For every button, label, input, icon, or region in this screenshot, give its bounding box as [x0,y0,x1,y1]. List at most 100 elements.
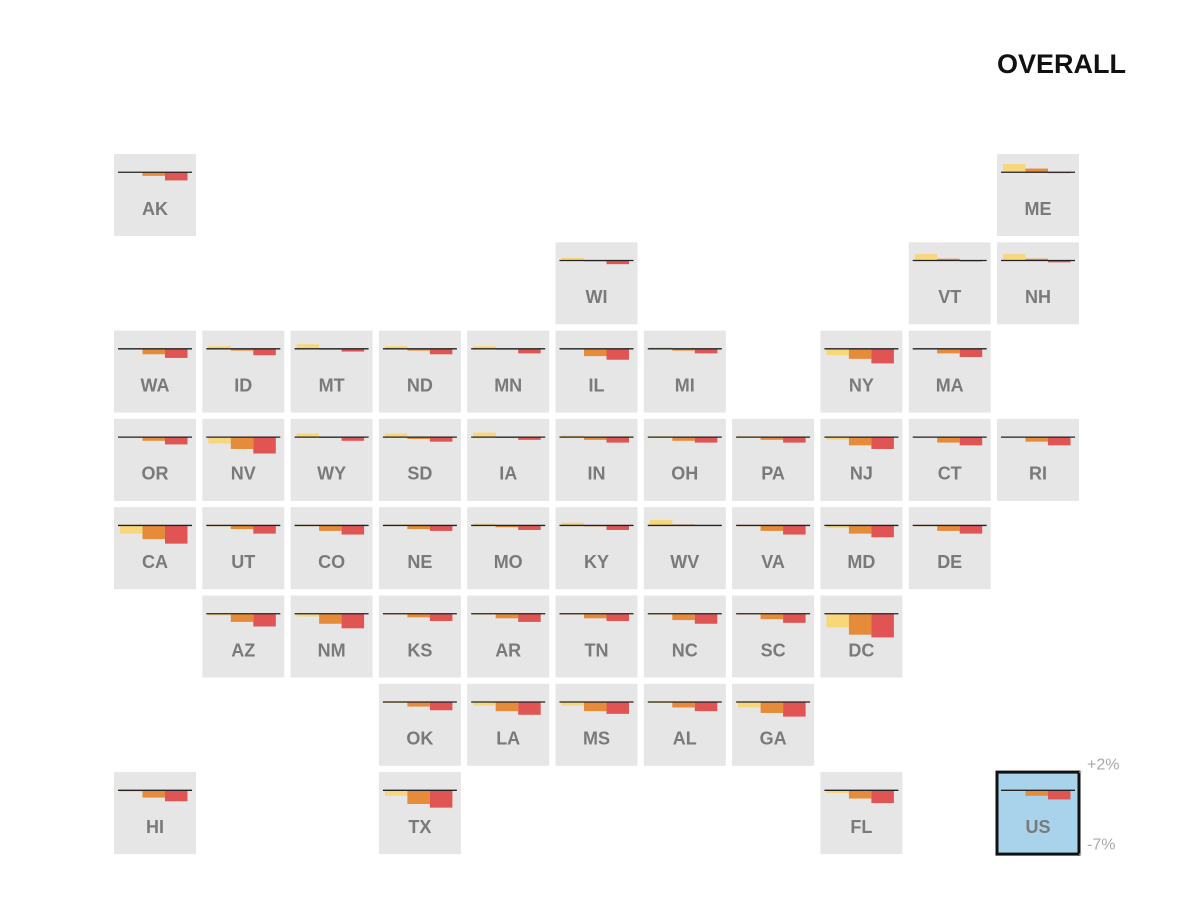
bar [429,348,453,355]
tile [643,330,726,413]
bar [649,519,673,526]
bar [672,437,695,441]
tile-label: IN [588,464,606,484]
bar [1048,260,1071,263]
tile [202,595,285,678]
bar [407,790,430,804]
bar [606,260,629,265]
tile [290,418,373,501]
bar [518,613,541,622]
bar [165,348,188,358]
bar [959,437,983,446]
tile [378,330,461,413]
tile-label: MN [494,375,522,395]
bar [1025,258,1048,261]
tile-label: MI [675,375,695,395]
bar [407,525,430,530]
tile [555,418,638,501]
bar [142,172,165,176]
bar [1003,164,1026,173]
tile [555,507,638,590]
tile [467,683,550,766]
bar [518,437,541,440]
bar [384,790,408,796]
bar [937,258,960,261]
tile [908,330,991,413]
tile [643,507,726,590]
bar [760,702,784,713]
tile [732,418,815,501]
tile [114,418,196,501]
bar [914,254,938,261]
tile-label: ND [407,375,433,395]
bar [760,525,784,531]
bar [142,525,165,540]
tile-label: DC [848,640,874,660]
tile-label: GA [760,729,787,749]
tile [908,418,991,501]
tile-label: OR [142,464,169,484]
tile-label: SD [407,464,432,484]
bar [760,613,784,620]
tile-label: US [1025,817,1050,837]
tile [202,330,285,413]
tile-label: ME [1025,199,1052,219]
tile-label: NJ [850,464,873,484]
bar [253,525,276,534]
bar [871,613,894,638]
bar [208,613,231,616]
bar [561,702,584,706]
tile-label: VA [761,552,785,572]
bar [1003,254,1026,261]
tile-label: HI [146,817,164,837]
tile-label: MT [319,375,345,395]
bar [208,346,231,349]
tile-label: KY [584,552,609,572]
bar [606,613,629,622]
tile [820,330,903,413]
tile [555,683,638,766]
tile [467,507,550,590]
bar [296,613,320,617]
bar [584,437,607,440]
tile-label: SC [761,640,786,660]
bar [341,348,365,352]
tile [378,507,461,590]
tile-label: CA [142,552,168,572]
bar [120,790,143,793]
bar [848,613,872,635]
bar [561,435,584,438]
bar [384,346,408,349]
bar [253,613,276,627]
bar [429,437,453,442]
tile-label: VT [938,287,961,307]
tile-label: RI [1029,464,1047,484]
bar [296,344,320,349]
bar [230,437,254,449]
tile-label: UT [231,552,255,572]
bar [871,437,894,449]
tile [555,595,638,678]
tile-label: CT [938,464,962,484]
bar [165,790,188,802]
bar [606,702,629,714]
tile [732,507,815,590]
tile-label: KS [407,640,432,660]
tile [995,770,1081,856]
bar [319,525,342,531]
bar [384,433,408,438]
bar [871,348,894,364]
tile-label: MO [494,552,523,572]
tile-label: NE [407,552,432,572]
bar [165,172,188,181]
tile-label: PA [761,464,785,484]
bar [407,613,430,618]
tile [820,418,903,501]
tile [908,507,991,590]
tile [202,418,285,501]
bar [694,348,718,354]
bar [606,525,629,530]
tile-label: WI [586,287,608,307]
bar [672,613,695,621]
tile-label: AR [495,640,521,660]
